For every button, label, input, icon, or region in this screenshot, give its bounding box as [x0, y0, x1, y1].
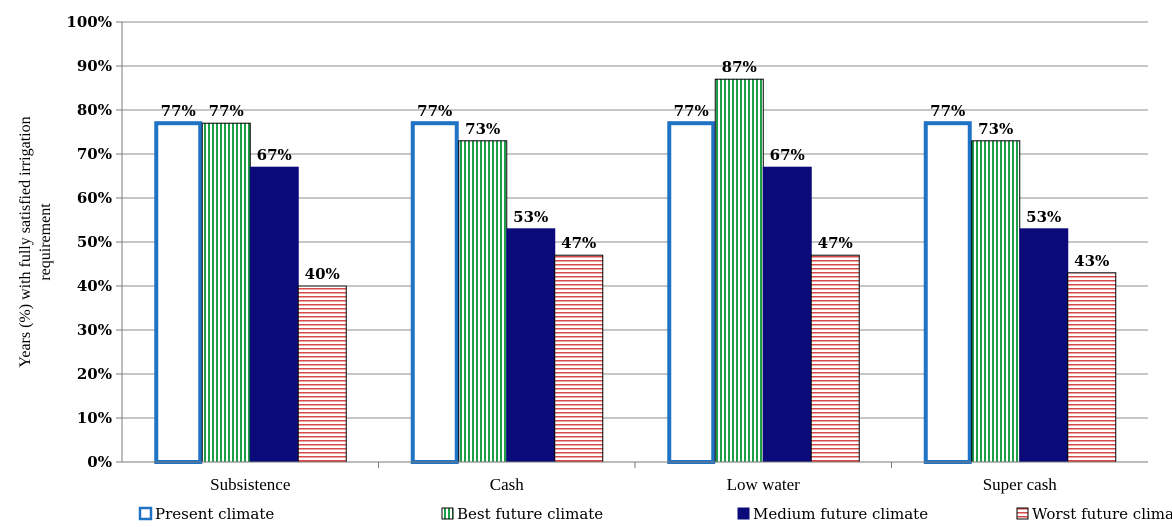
- legend-label: Medium future climate: [753, 505, 928, 523]
- y-axis-label-line: requirement: [37, 203, 54, 281]
- data-label: 47%: [818, 234, 853, 252]
- bar: [554, 254, 604, 463]
- y-tick-label: 30%: [77, 321, 112, 339]
- category-label: Subsistence: [210, 475, 290, 494]
- data-label: 67%: [770, 146, 805, 164]
- y-axis-label-line: Years (%) with fully satisfied irrigatio…: [17, 116, 34, 367]
- bar: [249, 166, 299, 463]
- data-label: 77%: [209, 102, 244, 120]
- bar: [762, 166, 812, 463]
- bars: [154, 78, 1117, 464]
- y-tick-label: 100%: [66, 13, 112, 31]
- y-tick-label: 70%: [77, 145, 112, 163]
- data-label: 40%: [305, 265, 340, 283]
- data-labels: 77% 77% 67% 40% 77% 73% 53% 47% 77% 87% 67% 47% 77% 7…: [161, 58, 1110, 283]
- bar: [1019, 228, 1069, 463]
- y-tick-label: 60%: [77, 189, 112, 207]
- data-label: 47%: [561, 234, 596, 252]
- y-axis-label: Years (%) with fully satisfied irrigatio…: [17, 116, 54, 367]
- data-label: 87%: [722, 58, 757, 76]
- legend-swatch: [1016, 507, 1029, 520]
- y-tick-label: 0%: [87, 453, 112, 471]
- y-tick-label: 50%: [77, 233, 112, 251]
- bar: [714, 78, 764, 463]
- category-label: Super cash: [983, 475, 1058, 494]
- data-label: 77%: [674, 102, 709, 120]
- category-label: Low water: [727, 475, 801, 494]
- bar: [923, 121, 972, 464]
- category-labels: Subsistence Cash Low water Super cash: [210, 475, 1057, 494]
- data-label: 43%: [1074, 252, 1109, 270]
- bar: [297, 285, 347, 463]
- legend-swatch: [441, 507, 454, 520]
- data-label: 53%: [1026, 208, 1061, 226]
- legend-label: Worst future climate: [1032, 505, 1172, 523]
- legend-swatch: [138, 506, 153, 521]
- data-label: 73%: [978, 120, 1013, 138]
- bar: [971, 140, 1021, 463]
- data-label: 77%: [417, 102, 452, 120]
- axes: [121, 22, 1148, 468]
- bar: [1067, 272, 1117, 463]
- data-label: 77%: [161, 102, 196, 120]
- y-tick-label: 90%: [77, 57, 112, 75]
- y-tick-label: 80%: [77, 101, 112, 119]
- y-tick-label: 40%: [77, 277, 112, 295]
- bar: [201, 122, 251, 463]
- category-label: Cash: [490, 475, 525, 494]
- bar: [458, 140, 508, 463]
- bar: [410, 121, 459, 464]
- bar: [506, 228, 556, 463]
- data-label: 67%: [257, 146, 292, 164]
- legend-swatch: [737, 507, 750, 520]
- legend-label: Best future climate: [457, 505, 603, 523]
- y-tick-label: 20%: [77, 365, 112, 383]
- bar: [154, 121, 203, 464]
- legend: Present climate Best future climate Medium…: [138, 505, 1172, 523]
- bar: [810, 254, 860, 463]
- bar: [667, 121, 716, 464]
- y-tick-label: 10%: [77, 409, 112, 427]
- data-label: 73%: [465, 120, 500, 138]
- y-axis-label-text: Years (%) with fully satisfied irrigatio…: [17, 116, 54, 367]
- y-axis-ticks: 0% 10% 20% 30% 40% 50% 60% 70% 80% 90% 100%: [66, 13, 122, 471]
- legend-label: Present climate: [155, 505, 274, 523]
- data-label: 53%: [513, 208, 548, 226]
- data-label: 77%: [930, 102, 965, 120]
